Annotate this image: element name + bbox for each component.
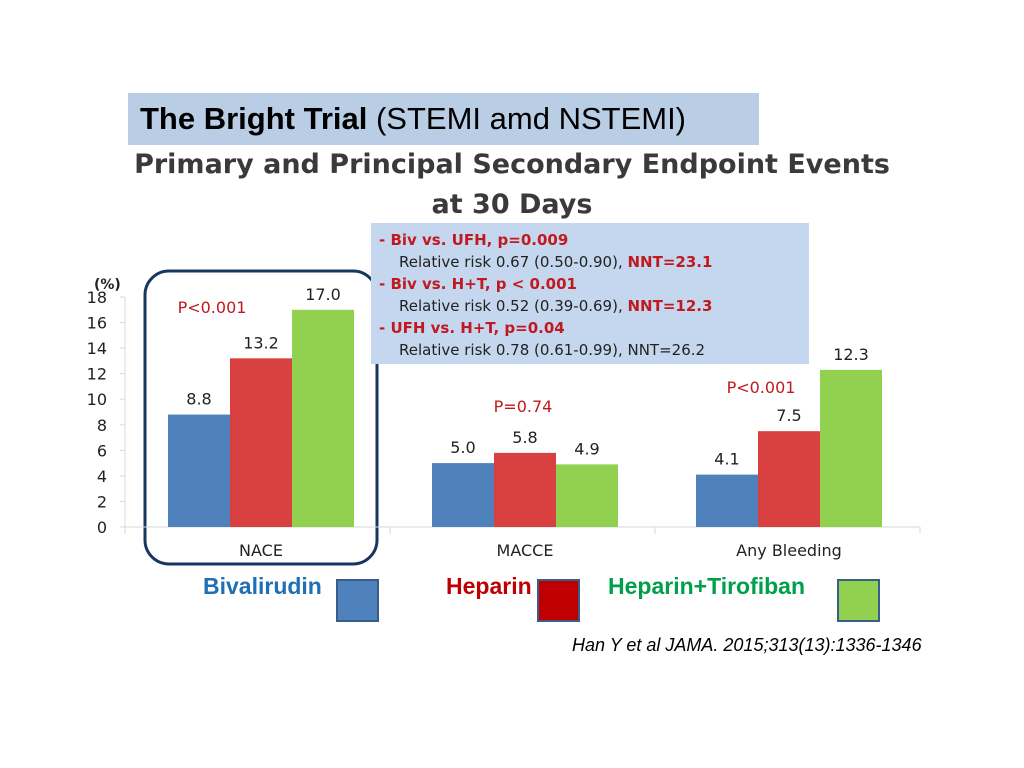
legend-label-bivalirudin: Bivalirudin [203, 573, 322, 599]
annotation-body: Relative risk 0.67 (0.50-0.90), NNT=23.1 [379, 251, 809, 273]
x-category-label: Any Bleeding [736, 541, 842, 560]
legend-label-heparin-tirofiban: Heparin+Tirofiban [608, 573, 806, 599]
bar-value-label: 8.8 [186, 390, 211, 409]
bar-value-label: 5.8 [512, 428, 537, 447]
bar [556, 464, 618, 527]
y-tick-label: 18 [87, 288, 107, 307]
bar-value-label: 4.1 [714, 450, 739, 469]
slide-title: The Bright Trial (STEMI amd NSTEMI) [128, 93, 759, 145]
y-tick-label: 12 [87, 365, 107, 384]
annotation-body: Relative risk 0.52 (0.39-0.69), NNT=12.3 [379, 295, 809, 317]
legend-swatch-bivalirudin [336, 579, 379, 622]
annotation-rr: Relative risk 0.52 (0.39-0.69), [399, 297, 628, 315]
y-tick-label: 6 [97, 441, 107, 460]
bar [494, 452, 556, 527]
y-tick-label: 2 [97, 492, 107, 511]
bar [820, 369, 882, 527]
legend-swatch-heparin [537, 579, 580, 622]
y-tick-label: 16 [87, 314, 107, 333]
chart-subtitle-line2: at 30 Days [431, 189, 593, 220]
bar [696, 474, 758, 527]
annotation-head: - Biv vs. UFH, p=0.009 [379, 231, 569, 249]
bar [432, 463, 494, 527]
bar [758, 431, 820, 527]
bar-value-label: 5.0 [450, 438, 475, 457]
p-value-label: P=0.74 [494, 397, 553, 416]
bar [230, 358, 292, 527]
y-tick-label: 8 [97, 416, 107, 435]
bar-value-label: 7.5 [776, 406, 801, 425]
p-value-label: P<0.001 [178, 298, 247, 317]
bar-value-label: 13.2 [243, 333, 279, 352]
y-tick-label: 14 [87, 339, 107, 358]
chart-subtitle-line1: Primary and Principal Secondary Endpoint… [134, 149, 890, 180]
citation: Han Y et al JAMA. 2015;313(13):1336-1346 [572, 635, 922, 655]
bar-value-label: 12.3 [833, 345, 869, 364]
p-value-label: P<0.001 [727, 378, 796, 397]
y-tick-label: 4 [97, 467, 107, 486]
y-tick-label: 10 [87, 390, 107, 409]
y-axis-label: (%) [94, 277, 121, 293]
x-category-label: MACCE [497, 541, 554, 560]
annotation-body: Relative risk 0.78 (0.61-0.99), NNT=26.2 [379, 339, 809, 361]
annotation-nnt: NNT=26.2 [627, 341, 706, 359]
x-category-label: NACE [239, 541, 283, 560]
bar-value-label: 4.9 [574, 439, 599, 458]
legend-label-heparin: Heparin [446, 573, 532, 599]
highlight-frame [143, 269, 379, 566]
title-rest: (STEMI amd NSTEMI) [375, 101, 686, 136]
annotation-head: - UFH vs. H+T, p=0.04 [379, 319, 565, 337]
annotation-rr: Relative risk 0.78 (0.61-0.99), [399, 341, 628, 359]
annotation-nnt: NNT=12.3 [627, 297, 713, 315]
statistics-annotation-box: - Biv vs. UFH, p=0.009 Relative risk 0.6… [371, 223, 809, 364]
annotation-rr: Relative risk 0.67 (0.50-0.90), [399, 253, 628, 271]
bar-value-label: 17.0 [305, 285, 341, 304]
bar [292, 309, 354, 527]
title-bold: The Bright Trial [140, 101, 368, 136]
legend-swatch-heparin-tirofiban [837, 579, 880, 622]
annotation-nnt: NNT=23.1 [627, 253, 713, 271]
y-tick-label: 0 [97, 518, 107, 537]
bar [168, 414, 230, 527]
annotation-head: - Biv vs. H+T, p < 0.001 [379, 275, 577, 293]
